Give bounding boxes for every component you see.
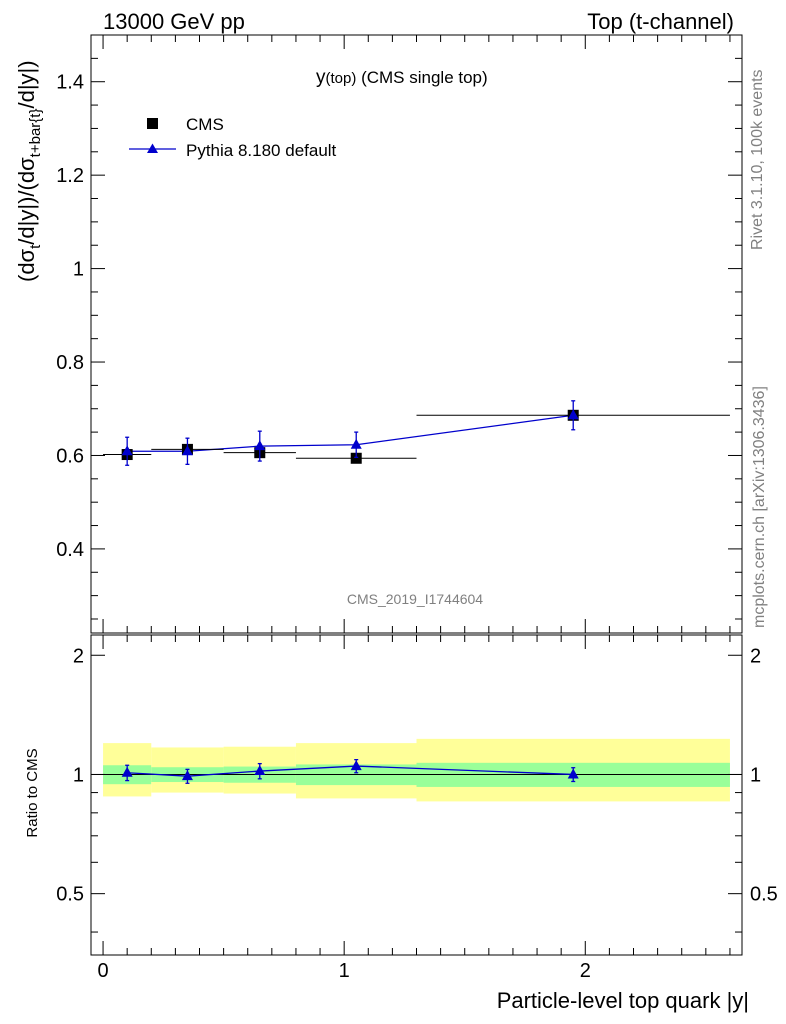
ratio-axis-ticks: [91, 635, 742, 955]
ratio-y-tick-label-right: 1: [750, 764, 761, 786]
x-axis-label: Particle-level top quark |y|: [497, 988, 749, 1013]
ratio-y-axis-label: Ratio to CMS: [24, 748, 41, 837]
main-y-tick-labels: 0.4 0.6 0.8 1 1.2 1.4: [56, 72, 84, 561]
ratio-y-tick-label: 1: [73, 764, 84, 786]
x-tick-label: 1: [339, 960, 350, 982]
main-y-tick-label: 0.6: [56, 445, 84, 467]
header-energy-label: 13000 GeV pp: [103, 9, 245, 34]
x-tick-labels: 0 1 2: [97, 960, 590, 982]
pythia-data-point: [567, 409, 579, 420]
ratio-data-point: [254, 765, 266, 776]
pythia-data-point: [181, 445, 193, 456]
legend-cms-marker: [147, 118, 158, 129]
ratio-data-point: [350, 760, 362, 771]
ratio-data-point: [181, 770, 193, 781]
main-y-tick-label: 0.8: [56, 352, 84, 374]
x-tick-label: 2: [580, 960, 591, 982]
main-data-layer: [103, 400, 730, 466]
main-y-tick-label: 1: [73, 259, 84, 281]
plot-title-sub: (top): [326, 70, 357, 87]
ratio-y-tick-labels-right: 0.5 1 2: [750, 645, 778, 905]
ratio-data-point: [567, 768, 579, 779]
ratio-y-tick-label-right: 0.5: [750, 884, 778, 906]
ratio-y-tick-label: 0.5: [56, 884, 84, 906]
ratio-data-point: [121, 766, 133, 777]
rivet-version-label: Rivet 3.1.10, 100k events: [749, 69, 766, 250]
main-axis-ticks: [91, 35, 742, 633]
legend-pythia-label: Pythia 8.180 default: [186, 141, 337, 160]
ratio-y-tick-label: 2: [73, 645, 84, 667]
ratio-data-layer: [121, 758, 579, 784]
main-y-tick-label: 0.4: [56, 539, 84, 561]
main-y-tick-label: 1.2: [56, 165, 84, 187]
pythia-data-point: [121, 445, 133, 456]
main-y-axis-label: (dσt/d|y|)/(dσt+bar{t}/d|y|): [14, 60, 44, 282]
plot-title-main: y: [316, 67, 326, 88]
legend: CMS Pythia 8.180 default: [129, 115, 337, 160]
cms-data-point: [350, 452, 362, 464]
ratio-y-tick-labels: 0.5 1 2: [56, 645, 84, 905]
plot-title-rest: (CMS single top): [356, 68, 487, 87]
legend-pythia-marker: [147, 143, 158, 153]
pythia-data-point: [350, 438, 362, 449]
header-process-label: Top (t-channel): [587, 9, 734, 34]
pythia-series-line: [127, 414, 574, 452]
plot-title: y(top) (CMS single top): [316, 67, 488, 88]
ratio-y-tick-label-right: 2: [750, 645, 761, 667]
x-tick-label: 0: [97, 960, 108, 982]
ratio-uncertainty-bands: [103, 738, 730, 802]
mcplots-label: mcplots.cern.ch [arXiv:1306.3436]: [751, 386, 768, 628]
legend-cms-label: CMS: [186, 115, 224, 134]
main-y-tick-label: 1.4: [56, 72, 84, 94]
pythia-data-point: [254, 440, 266, 451]
analysis-watermark: CMS_2019_I1744604: [347, 591, 483, 607]
